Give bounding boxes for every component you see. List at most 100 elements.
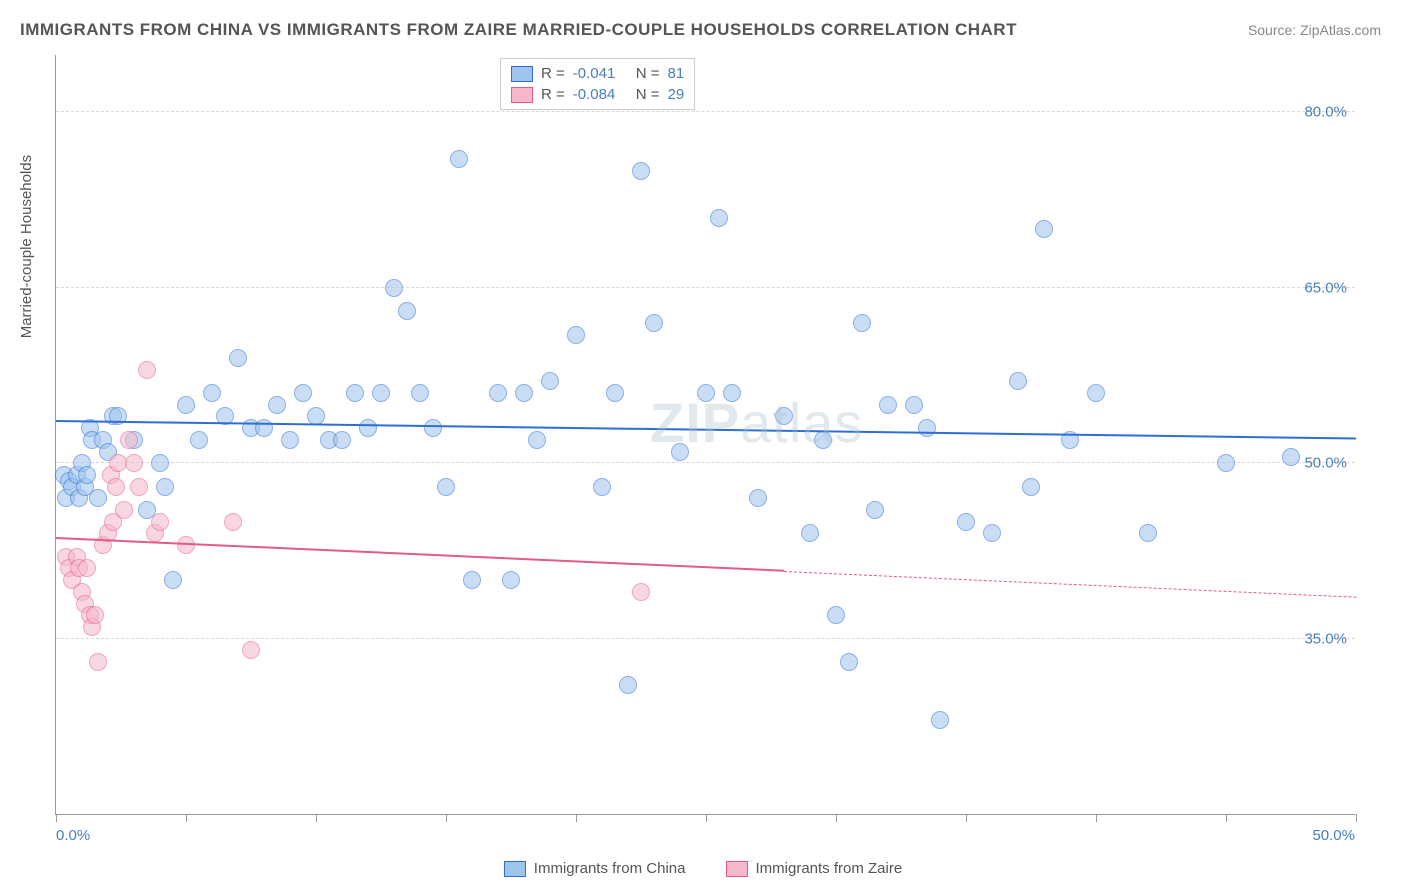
data-point [463, 571, 481, 589]
xtick [836, 814, 837, 822]
data-point [710, 209, 728, 227]
data-point [697, 384, 715, 402]
n-label: N = [636, 65, 660, 82]
data-point [827, 606, 845, 624]
gridline [56, 287, 1355, 288]
legend-swatch [511, 87, 533, 103]
data-point [879, 396, 897, 414]
xtick [1226, 814, 1227, 822]
xtick [706, 814, 707, 822]
xtick [186, 814, 187, 822]
legend-stat-row: R =-0.084N =29 [511, 84, 684, 105]
r-value: -0.041 [573, 65, 628, 82]
n-value: 29 [668, 86, 685, 103]
data-point [125, 454, 143, 472]
data-point [905, 396, 923, 414]
xtick [446, 814, 447, 822]
legend-series: Immigrants from China Immigrants from Zai… [0, 860, 1406, 877]
data-point [489, 384, 507, 402]
data-point [931, 711, 949, 729]
legend-swatch [511, 66, 533, 82]
data-point [1139, 524, 1157, 542]
data-point [156, 478, 174, 496]
data-point [866, 501, 884, 519]
data-point [78, 559, 96, 577]
data-point [130, 478, 148, 496]
ytick-label: 50.0% [1304, 455, 1347, 472]
data-point [528, 431, 546, 449]
data-point [619, 676, 637, 694]
data-point [346, 384, 364, 402]
data-point [242, 641, 260, 659]
legend-swatch [504, 861, 526, 877]
data-point [450, 150, 468, 168]
data-point [398, 302, 416, 320]
data-point [224, 513, 242, 531]
data-point [424, 419, 442, 437]
data-point [1217, 454, 1235, 472]
data-point [164, 571, 182, 589]
data-point [115, 501, 133, 519]
data-point [671, 443, 689, 461]
n-value: 81 [668, 65, 685, 82]
data-point [853, 314, 871, 332]
xtick [576, 814, 577, 822]
data-point [541, 372, 559, 390]
data-point [268, 396, 286, 414]
data-point [749, 489, 767, 507]
legend-item: Immigrants from China [504, 860, 686, 877]
r-label: R = [541, 65, 565, 82]
xtick [316, 814, 317, 822]
ytick-label: 65.0% [1304, 279, 1347, 296]
data-point [606, 384, 624, 402]
source-label: Source: ZipAtlas.com [1248, 22, 1381, 38]
data-point [515, 384, 533, 402]
xtick-label-end: 50.0% [1312, 827, 1355, 844]
data-point [333, 431, 351, 449]
plot-area: 35.0%50.0%65.0%80.0%0.0%50.0% [55, 55, 1355, 815]
gridline [56, 111, 1355, 112]
ytick-label: 35.0% [1304, 630, 1347, 647]
gridline [56, 462, 1355, 463]
data-point [814, 431, 832, 449]
trend-line-dashed [784, 571, 1356, 598]
data-point [801, 524, 819, 542]
legend-item: Immigrants from Zaire [726, 860, 903, 877]
n-label: N = [636, 86, 660, 103]
data-point [632, 583, 650, 601]
legend-stats: R = -0.041 N = 81R = -0.084 N = 29 [500, 58, 695, 110]
data-point [1087, 384, 1105, 402]
data-point [229, 349, 247, 367]
data-point [411, 384, 429, 402]
legend-swatch [726, 861, 748, 877]
legend-label: Immigrants from Zaire [756, 860, 903, 877]
data-point [177, 396, 195, 414]
data-point [107, 478, 125, 496]
xtick [1356, 814, 1357, 822]
data-point [1009, 372, 1027, 390]
data-point [840, 653, 858, 671]
y-axis-label: Married-couple Households [18, 155, 35, 338]
data-point [89, 653, 107, 671]
chart-title: IMMIGRANTS FROM CHINA VS IMMIGRANTS FROM… [20, 20, 1017, 40]
data-point [86, 606, 104, 624]
data-point [385, 279, 403, 297]
data-point [918, 419, 936, 437]
data-point [1035, 220, 1053, 238]
xtick [1096, 814, 1097, 822]
data-point [1282, 448, 1300, 466]
data-point [723, 384, 741, 402]
r-value: -0.084 [573, 86, 628, 103]
legend-stat-row: R = -0.041 N = 81 [511, 63, 684, 84]
ytick-label: 80.0% [1304, 104, 1347, 121]
data-point [645, 314, 663, 332]
data-point [138, 361, 156, 379]
data-point [775, 407, 793, 425]
data-point [203, 384, 221, 402]
data-point [190, 431, 208, 449]
data-point [372, 384, 390, 402]
data-point [78, 466, 96, 484]
data-point [151, 454, 169, 472]
data-point [281, 431, 299, 449]
xtick [966, 814, 967, 822]
